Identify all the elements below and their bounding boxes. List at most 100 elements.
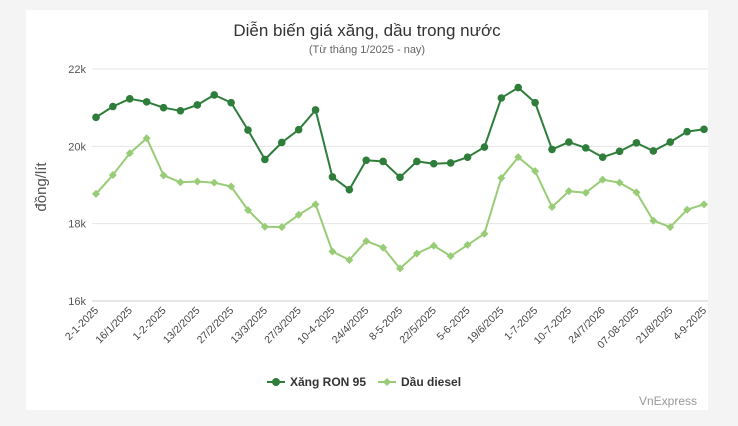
chart-subtitle: (Từ tháng 1/2025 - nay) — [309, 44, 425, 56]
data-point[interactable] — [328, 247, 337, 256]
data-point[interactable] — [548, 203, 556, 212]
legend: Xăng RON 95 Dầu diesel — [267, 375, 461, 389]
data-point[interactable] — [632, 188, 641, 197]
data-point[interactable] — [142, 98, 151, 106]
data-point[interactable] — [615, 147, 624, 156]
gridlines — [92, 68, 708, 302]
data-point[interactable] — [480, 229, 489, 238]
data-point[interactable] — [379, 157, 387, 166]
data-point[interactable] — [632, 139, 641, 147]
data-point[interactable] — [514, 83, 523, 92]
data-point[interactable] — [429, 241, 438, 250]
x-tick-label: 24/4/2025 — [330, 305, 372, 347]
data-point[interactable] — [649, 216, 658, 225]
chart-title: Diễn biến giá xăng, dầu trong nước — [233, 21, 501, 40]
data-point[interactable] — [92, 113, 100, 122]
data-point[interactable] — [564, 187, 573, 196]
data-point[interactable] — [159, 103, 168, 112]
data-point[interactable] — [193, 177, 202, 186]
x-tick-label: 21/8/2025 — [634, 305, 676, 347]
data-point[interactable] — [345, 256, 354, 265]
data-point[interactable] — [412, 249, 421, 258]
data-point[interactable] — [193, 101, 202, 109]
data-point[interactable] — [666, 138, 675, 146]
data-point[interactable] — [463, 240, 472, 249]
data-point[interactable] — [581, 188, 590, 197]
data-point[interactable] — [244, 206, 252, 215]
data-point[interactable] — [683, 127, 691, 136]
legend-swatch-marker — [272, 378, 280, 386]
data-point[interactable] — [446, 159, 455, 167]
data-point[interactable] — [125, 94, 134, 103]
legend-swatch-marker — [383, 378, 391, 386]
data-point[interactable] — [227, 98, 235, 107]
data-point[interactable] — [666, 223, 675, 232]
data-point[interactable] — [615, 178, 624, 187]
data-point[interactable] — [379, 243, 388, 252]
data-point[interactable] — [413, 157, 421, 166]
y-tick-label: 22k — [68, 64, 86, 76]
data-point[interactable] — [480, 143, 489, 151]
data-point[interactable] — [311, 106, 320, 114]
legend-item-dau-diesel[interactable]: Dầu diesel — [378, 375, 461, 389]
data-point[interactable] — [260, 222, 269, 231]
data-point[interactable] — [514, 153, 523, 162]
y-tick-label: 18k — [68, 219, 86, 231]
credit-label: VnExpress — [639, 394, 697, 408]
x-tick-label: 16/1/2025 — [93, 305, 135, 347]
data-point[interactable] — [700, 125, 708, 134]
x-tick-label: 10-7-2025 — [532, 305, 574, 347]
data-point[interactable] — [244, 126, 252, 134]
data-point[interactable] — [548, 145, 556, 154]
data-point[interactable] — [396, 173, 404, 182]
data-point[interactable] — [277, 138, 286, 147]
data-point[interactable] — [294, 210, 303, 219]
data-point[interactable] — [176, 178, 185, 187]
y-axis-label: đồng/lít — [33, 162, 50, 212]
data-point[interactable] — [531, 167, 540, 176]
data-point[interactable] — [700, 200, 708, 209]
data-point[interactable] — [429, 159, 438, 168]
data-point[interactable] — [109, 102, 117, 111]
data-point[interactable] — [311, 200, 320, 209]
data-point[interactable] — [683, 205, 692, 214]
data-point[interactable] — [446, 252, 455, 261]
data-point[interactable] — [176, 106, 185, 115]
data-point[interactable] — [598, 175, 607, 184]
data-point[interactable] — [649, 147, 658, 155]
data-point[interactable] — [497, 174, 506, 183]
data-point[interactable] — [581, 144, 590, 152]
x-tick-label: 4-9-2025 — [671, 305, 708, 343]
data-point[interactable] — [497, 94, 506, 102]
data-point[interactable] — [108, 170, 117, 179]
data-point[interactable] — [598, 153, 607, 161]
data-point[interactable] — [92, 189, 100, 198]
data-point[interactable] — [210, 91, 219, 99]
data-point[interactable] — [261, 155, 269, 164]
data-point[interactable] — [565, 138, 573, 146]
data-point[interactable] — [142, 134, 151, 143]
data-point[interactable] — [362, 237, 371, 246]
x-tick-label: 22/5/2025 — [397, 305, 439, 347]
data-point[interactable] — [362, 156, 371, 165]
series-xang-ron-95 — [92, 83, 708, 194]
data-point[interactable] — [227, 182, 236, 191]
data-point[interactable] — [328, 173, 337, 181]
data-point[interactable] — [531, 98, 539, 107]
series-layer — [92, 83, 708, 273]
data-point[interactable] — [463, 153, 472, 161]
y-tick-label: 16k — [68, 296, 86, 308]
legend-label: Dầu diesel — [401, 375, 461, 389]
legend-item-xang-ron-95[interactable]: Xăng RON 95 — [267, 375, 366, 389]
data-point[interactable] — [277, 223, 286, 232]
y-axis-ticks: 16k 18k 20k 22k — [68, 64, 86, 308]
data-point[interactable] — [345, 185, 354, 194]
x-tick-label: 19/6/2025 — [465, 305, 507, 347]
data-point[interactable] — [210, 178, 219, 187]
data-point[interactable] — [396, 264, 404, 273]
series-dau-diesel — [92, 134, 708, 273]
data-point[interactable] — [125, 149, 134, 158]
data-point[interactable] — [159, 171, 168, 180]
x-axis-ticks: 2-1-202516/1/20251-2-202513/2/202527/2/2… — [63, 305, 708, 352]
data-point[interactable] — [294, 125, 303, 134]
